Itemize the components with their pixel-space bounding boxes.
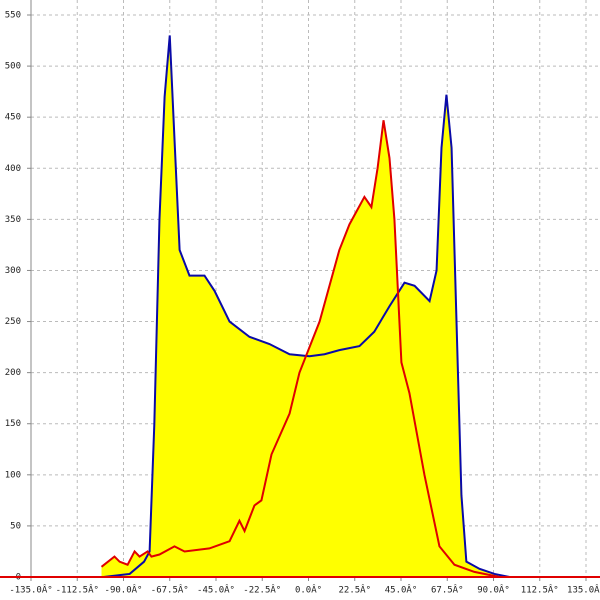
x-tick-label: 0.0Â° [295, 584, 322, 596]
y-tick-label: 200 [5, 368, 21, 378]
x-tick-label: 45.0Â° [385, 584, 418, 596]
x-tick-label: 90.0Â° [477, 584, 510, 596]
x-tick-label: 135.0Â° [567, 584, 600, 596]
y-tick-label: 100 [5, 470, 21, 480]
y-tick-label: 150 [5, 419, 21, 429]
area-fill [101, 120, 500, 577]
x-tick-label: -22.5Â° [243, 584, 281, 596]
x-tick-label: -45.0Â° [197, 584, 235, 596]
x-tick-label: -90.0Â° [105, 584, 143, 596]
y-tick-label: 300 [5, 266, 21, 276]
x-tick-label: 112.5Â° [521, 584, 559, 596]
y-tick-label: 500 [5, 62, 21, 72]
x-tick-label: -112.5Â° [56, 584, 99, 596]
x-tick-label: -135.0Â° [9, 584, 52, 596]
y-tick-label: 400 [5, 164, 21, 174]
y-tick-label: 550 [5, 11, 21, 21]
line [100, 120, 500, 578]
y-tick-label: 450 [5, 113, 21, 123]
x-tick-label: 67.5Â° [431, 584, 464, 596]
y-tick-label: 250 [5, 317, 21, 327]
line [103, 35, 510, 578]
y-tick-label: 50 [10, 521, 21, 531]
x-tick-label: -67.5Â° [151, 584, 189, 596]
x-tick-label: 22.5Â° [338, 584, 371, 596]
y-tick-label: 350 [5, 215, 21, 225]
